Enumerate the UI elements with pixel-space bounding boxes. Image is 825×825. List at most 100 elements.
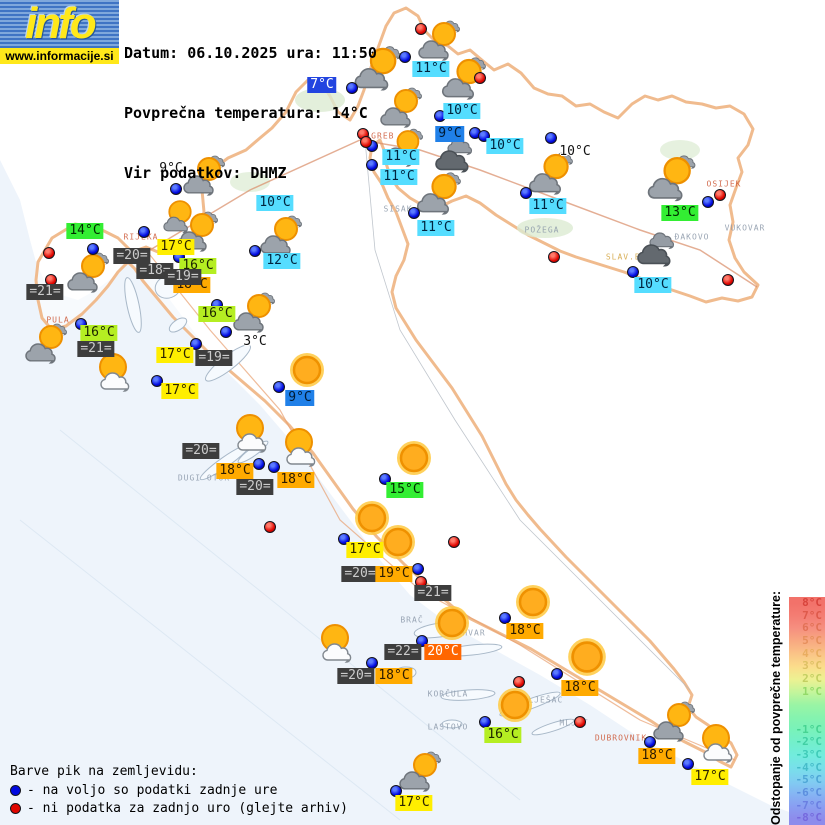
station-dot-blue[interactable] <box>249 245 261 257</box>
temp-label[interactable]: 17°C <box>156 347 194 363</box>
sun-icon <box>505 574 561 634</box>
sun-clouds-icon <box>439 52 498 115</box>
station-dot-blue[interactable] <box>151 375 163 387</box>
temp-label[interactable]: =21= <box>77 341 115 357</box>
station-dot-red[interactable] <box>474 72 486 84</box>
temp-label[interactable]: =20= <box>337 668 375 684</box>
sun-clouds-icon <box>377 82 433 142</box>
temp-label[interactable]: 20°C <box>424 644 462 660</box>
station-dot-red[interactable] <box>360 136 372 148</box>
station-dot-blue[interactable] <box>138 226 150 238</box>
sun-clouds-icon <box>396 746 452 806</box>
temp-label[interactable]: 19°C <box>375 566 413 582</box>
temp-label[interactable]: 17°C <box>157 239 195 255</box>
temp-label[interactable]: 11°C <box>529 198 567 214</box>
place-name: DUBROVNIK <box>594 733 648 743</box>
temp-label[interactable]: 18°C <box>277 472 315 488</box>
station-dot-blue[interactable] <box>399 51 411 63</box>
temp-label[interactable]: 11°C <box>412 61 450 77</box>
temp-label[interactable]: 9°C <box>435 126 465 142</box>
temp-label[interactable]: =18= <box>136 263 174 279</box>
station-dot-red[interactable] <box>513 676 525 688</box>
scale-row: -6°C <box>795 785 823 799</box>
scale-row: -7°C <box>795 798 823 812</box>
station-dot-red[interactable] <box>264 521 276 533</box>
station-dot-red[interactable] <box>722 274 734 286</box>
station-dot-blue[interactable] <box>644 736 656 748</box>
station-dot-red[interactable] <box>43 247 55 259</box>
temp-label[interactable]: 10°C <box>443 103 481 119</box>
temp-label[interactable]: 9°C <box>285 390 315 406</box>
temp-label[interactable]: 16°C <box>484 727 522 743</box>
station-dot-blue[interactable] <box>551 668 563 680</box>
temp-label[interactable]: 10°C <box>256 195 294 211</box>
station-dot-blue[interactable] <box>627 266 639 278</box>
temp-label[interactable]: 17°C <box>395 795 433 811</box>
temp-label[interactable]: 3°C <box>243 334 267 349</box>
scale-row: -1°C <box>795 722 823 736</box>
scale-row: 5°C <box>802 633 822 647</box>
temp-label[interactable]: 17°C <box>161 383 199 399</box>
station-dot-blue[interactable] <box>346 82 358 94</box>
station-dot-blue[interactable] <box>268 461 280 473</box>
temp-label[interactable]: 12°C <box>263 253 301 269</box>
temp-label[interactable]: 11°C <box>417 220 455 236</box>
temp-label[interactable]: =22= <box>384 644 422 660</box>
temp-label[interactable]: 15°C <box>386 482 424 498</box>
station-dot-blue[interactable] <box>408 207 420 219</box>
temp-label[interactable]: 16°C <box>80 325 118 341</box>
temp-label[interactable]: 10°C <box>559 144 591 159</box>
station-dot-blue[interactable] <box>702 196 714 208</box>
station-dot-red[interactable] <box>714 189 726 201</box>
scale-row: 3°C <box>802 659 822 673</box>
temp-label[interactable]: 9°C <box>159 161 183 176</box>
station-dot-blue[interactable] <box>87 243 99 255</box>
place-name: ZAGREB <box>359 131 395 141</box>
temp-label[interactable]: =19= <box>195 350 233 366</box>
sun-icon <box>487 677 543 737</box>
place-name: BRAČ <box>400 615 424 625</box>
legend-item-label: - ni podatka za zadnjo uro (glejte arhiv… <box>27 800 348 816</box>
temp-label[interactable]: =21= <box>26 284 64 300</box>
temp-label[interactable]: =20= <box>341 566 379 582</box>
sun-clouds-icon <box>415 15 471 75</box>
station-dot-red[interactable] <box>448 536 460 548</box>
temp-label[interactable]: 11°C <box>382 149 420 165</box>
temp-label[interactable]: 18°C <box>375 668 413 684</box>
station-dot-blue[interactable] <box>520 187 532 199</box>
temp-label[interactable]: =21= <box>414 585 452 601</box>
temp-label[interactable]: 17°C <box>346 542 384 558</box>
temp-label[interactable]: 7°C <box>307 77 337 93</box>
temp-label[interactable]: 18°C <box>216 463 254 479</box>
site-logo-link[interactable]: info www.informacije.si <box>0 0 119 64</box>
dark-cloud-icon <box>636 225 692 285</box>
station-dot-red[interactable] <box>548 251 560 263</box>
temp-label[interactable]: =20= <box>182 443 220 459</box>
station-dot-blue[interactable] <box>682 758 694 770</box>
station-dot-blue[interactable] <box>366 159 378 171</box>
temp-label[interactable]: 10°C <box>634 277 672 293</box>
temp-label[interactable]: 10°C <box>486 138 524 154</box>
temp-label[interactable]: 18°C <box>506 623 544 639</box>
station-dot-blue[interactable] <box>412 563 424 575</box>
station-dot-blue[interactable] <box>253 458 265 470</box>
station-dot-blue[interactable] <box>273 381 285 393</box>
temp-label[interactable]: =20= <box>113 248 151 264</box>
temp-label[interactable]: 18°C <box>561 680 599 696</box>
temp-label[interactable]: 13°C <box>661 205 699 221</box>
temp-label[interactable]: 16°C <box>198 306 236 322</box>
station-dot-blue[interactable] <box>220 326 232 338</box>
station-dot-blue[interactable] <box>545 132 557 144</box>
temp-label[interactable]: =20= <box>236 479 274 495</box>
temp-label[interactable]: 14°C <box>66 223 104 239</box>
temp-label[interactable]: 17°C <box>691 769 729 785</box>
temp-label[interactable]: =19= <box>164 269 202 285</box>
station-dot-blue[interactable] <box>499 612 511 624</box>
station-dot-red[interactable] <box>574 716 586 728</box>
station-dot-blue[interactable] <box>170 183 182 195</box>
temp-label[interactable]: 18°C <box>638 748 676 764</box>
temp-label[interactable]: 11°C <box>380 169 418 185</box>
blue-dot-icon <box>10 784 21 796</box>
sun-white-cloud-icon <box>273 422 329 482</box>
station-dot-red[interactable] <box>415 23 427 35</box>
